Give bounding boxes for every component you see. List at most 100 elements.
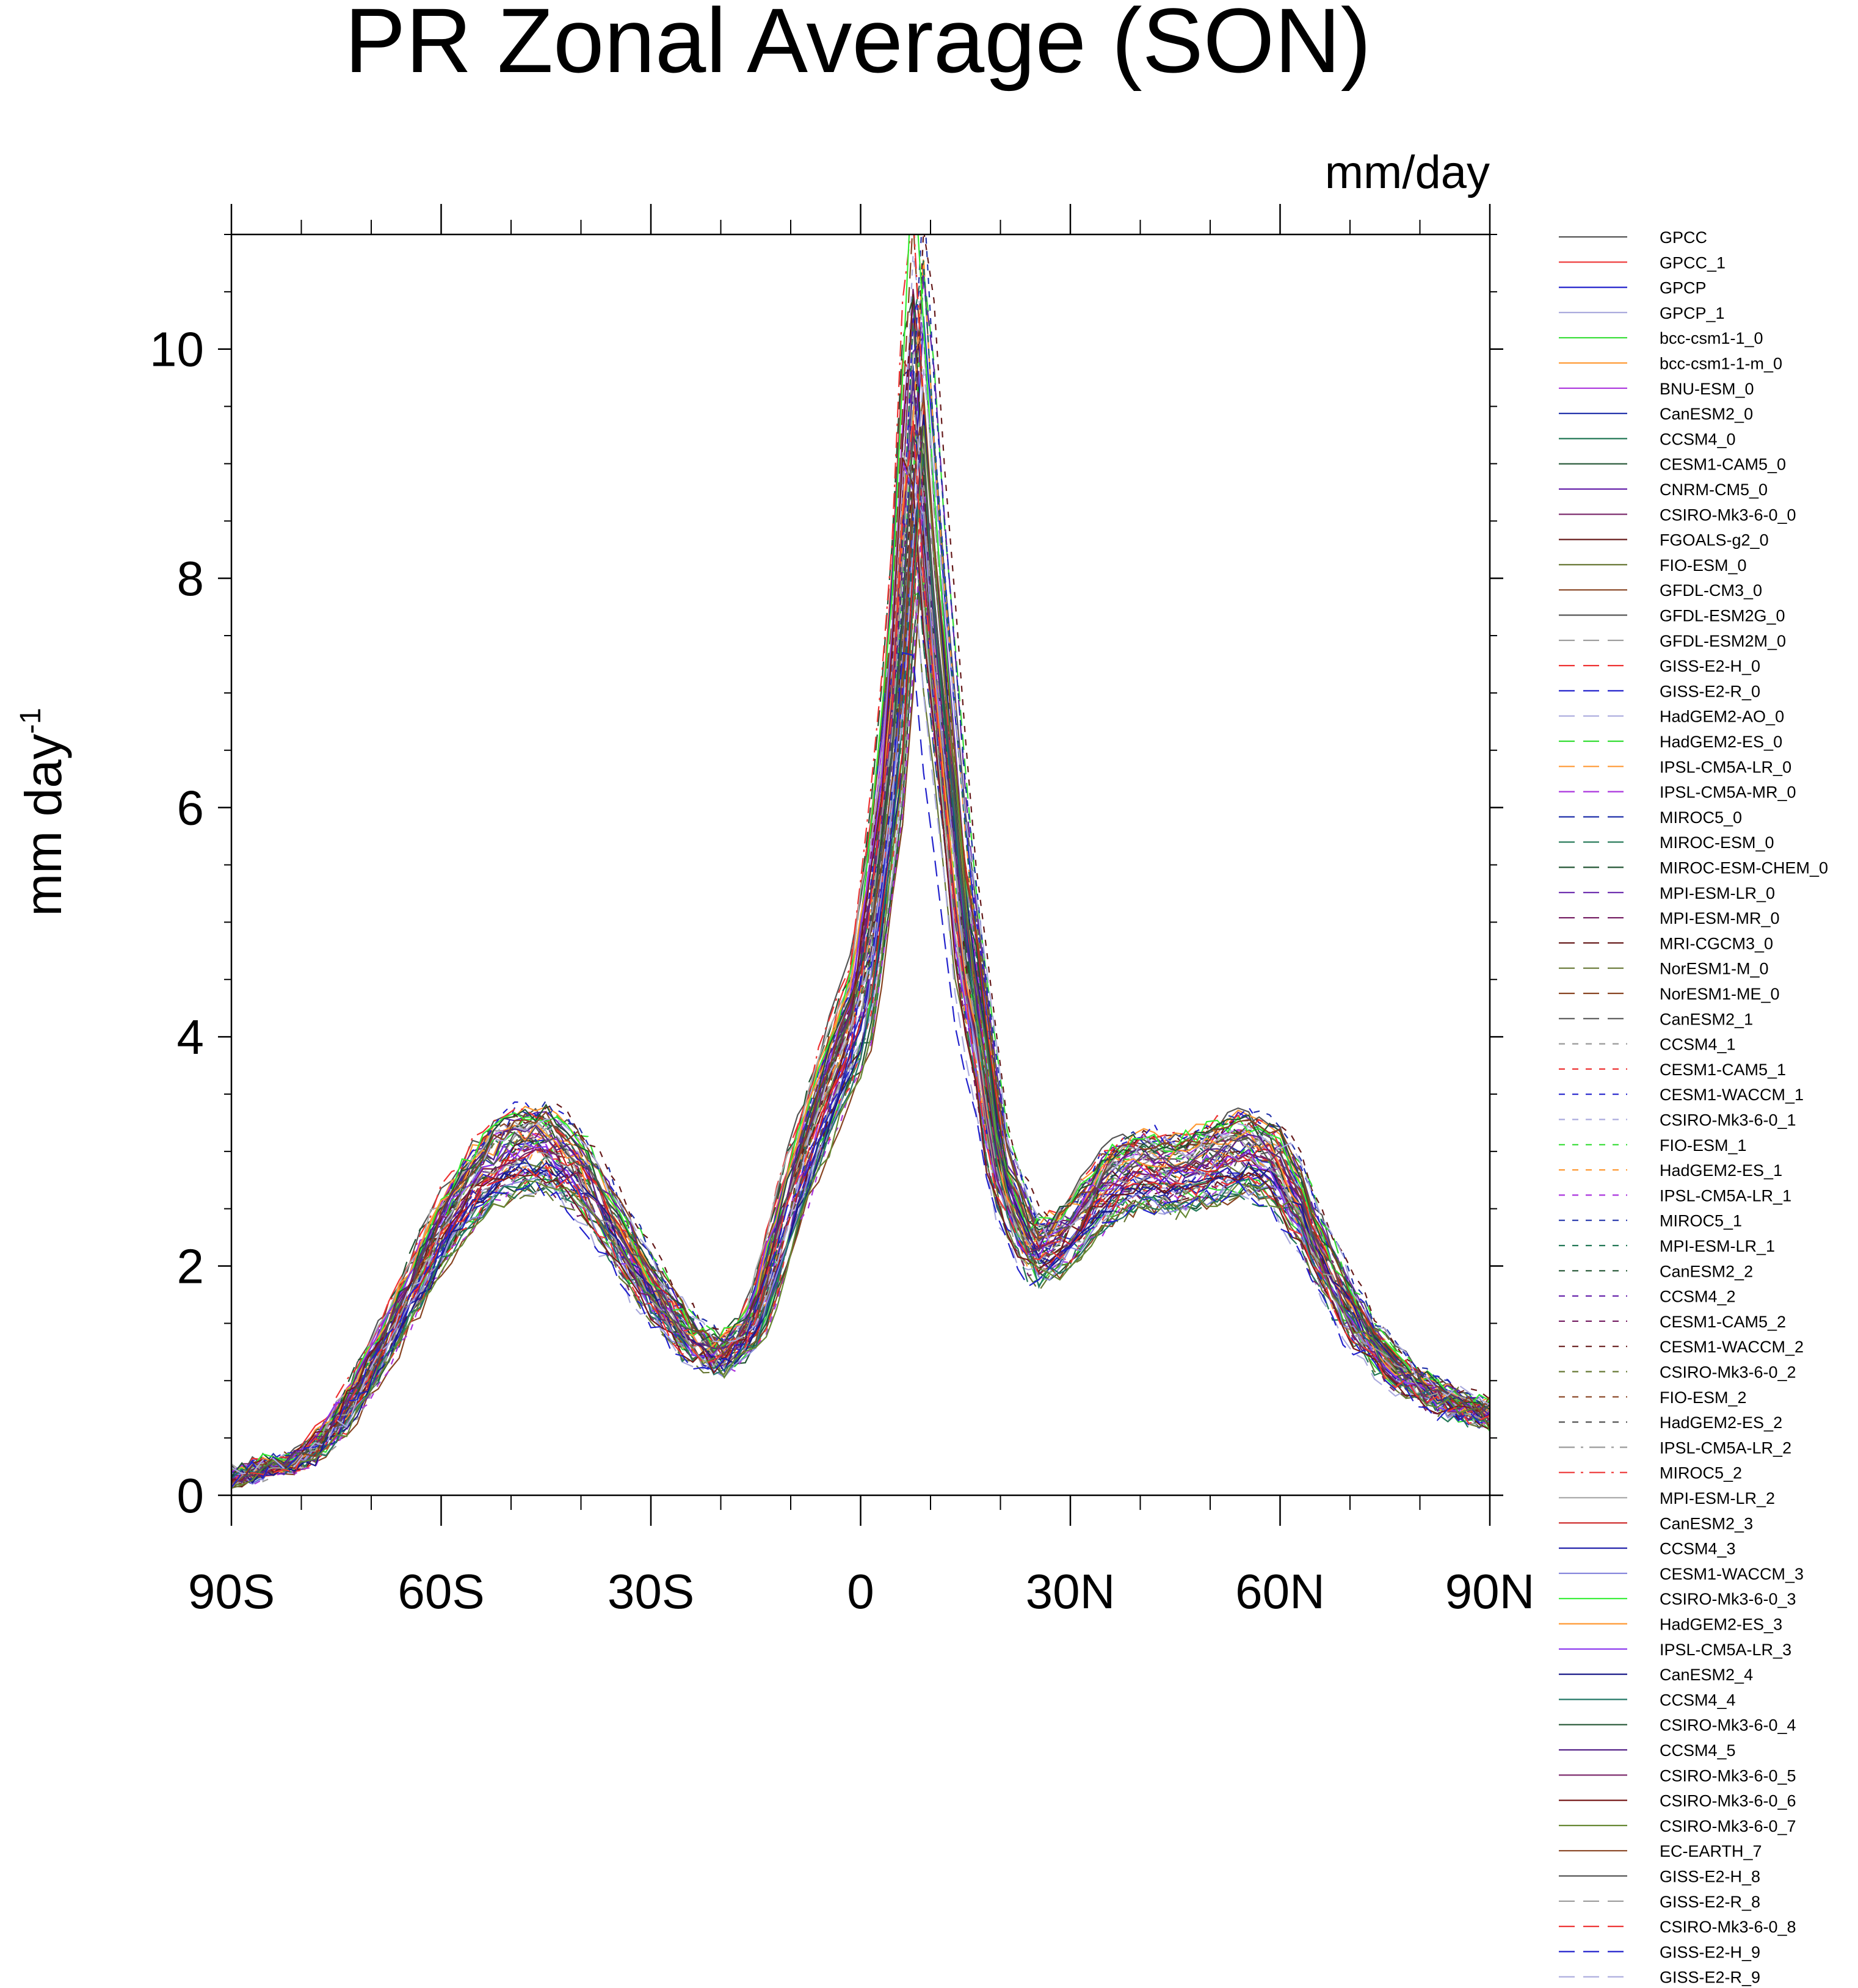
series-line [231, 526, 1490, 1486]
legend-entry: GISS-E2-H_8 [1660, 1868, 1760, 1886]
legend-entry: BNU-ESM_0 [1660, 380, 1754, 398]
series-line [231, 435, 1490, 1488]
legend-entry: MPI-ESM-LR_0 [1660, 884, 1775, 902]
legend-entry: CCSM4_0 [1660, 430, 1736, 448]
series-line [231, 521, 1490, 1489]
series-line [231, 540, 1490, 1482]
legend-entry: HadGEM2-ES_0 [1660, 733, 1782, 751]
legend-entry: MPI-ESM-LR_2 [1660, 1489, 1775, 1507]
x-tick-label: 30N [1026, 1564, 1116, 1619]
legend-entry: CSIRO-Mk3-6-0_4 [1660, 1716, 1796, 1735]
legend-entry: bcc-csm1-1_0 [1660, 329, 1763, 347]
legend-entry: CCSM4_4 [1660, 1691, 1736, 1709]
legend-entry: CSIRO-Mk3-6-0_0 [1660, 506, 1796, 524]
legend-entry: MPI-ESM-MR_0 [1660, 909, 1780, 927]
series-line [231, 651, 1490, 1489]
legend-entry: GISS-E2-R_9 [1660, 1968, 1760, 1987]
series-lines [231, 234, 1490, 1489]
series-line [231, 429, 1490, 1481]
series-line [231, 333, 1490, 1485]
y-axis-label: mm day-1 [15, 708, 72, 916]
legend-entry: NorESM1-M_0 [1660, 960, 1769, 978]
legend-entry: CanESM2_3 [1660, 1514, 1753, 1533]
legend-entry: CESM1-WACCM_3 [1660, 1565, 1804, 1583]
series-line [231, 392, 1490, 1484]
legend-entry: CSIRO-Mk3-6-0_6 [1660, 1792, 1796, 1810]
y-tick-label: 10 [150, 322, 204, 377]
legend-entry: CSIRO-Mk3-6-0_1 [1660, 1111, 1796, 1130]
x-tick-label: 0 [847, 1564, 874, 1619]
legend-entry: CSIRO-Mk3-6-0_2 [1660, 1363, 1796, 1382]
series-line [231, 318, 1490, 1476]
legend: GPCC GPCC_1 GPCP GPCP_1 bcc-csm1-1_0 bcc-csm1… [1559, 228, 1828, 1987]
series-line [231, 275, 1490, 1483]
legend-entry: GISS-E2-H_9 [1660, 1943, 1760, 1961]
series-line [231, 534, 1490, 1487]
legend-entry: CESM1-CAM5_2 [1660, 1313, 1786, 1331]
series-line [231, 455, 1490, 1477]
legend-entry: FIO-ESM_1 [1660, 1136, 1747, 1155]
chart-title: PR Zonal Average (SON) [344, 0, 1371, 92]
series-line [231, 270, 1490, 1477]
legend-entry: CNRM-CM5_0 [1660, 481, 1768, 499]
legend-entry: CSIRO-Mk3-6-0_3 [1660, 1590, 1796, 1608]
legend-entry: CanESM2_4 [1660, 1666, 1753, 1684]
legend-entry: MIROC5_0 [1660, 808, 1742, 827]
legend-entry: HadGEM2-ES_1 [1660, 1161, 1782, 1180]
legend-entry: IPSL-CM5A-LR_2 [1660, 1438, 1791, 1457]
legend-entry: FIO-ESM_2 [1660, 1388, 1747, 1407]
legend-entry: CSIRO-Mk3-6-0_7 [1660, 1817, 1796, 1835]
y-tick-label: 2 [177, 1239, 205, 1294]
series-line [231, 419, 1490, 1487]
series-line [231, 498, 1490, 1479]
legend-entry: CanESM2_1 [1660, 1010, 1753, 1028]
series-line [231, 531, 1490, 1488]
legend-entry: CSIRO-Mk3-6-0_8 [1660, 1918, 1796, 1936]
legend-entry: IPSL-CM5A-LR_3 [1660, 1641, 1791, 1659]
legend-entry: GPCP_1 [1660, 304, 1725, 322]
legend-entry: CCSM4_1 [1660, 1036, 1736, 1054]
legend-entry: GPCP [1660, 279, 1707, 297]
legend-entry: MIROC5_1 [1660, 1212, 1742, 1230]
x-tick-label: 90S [188, 1564, 275, 1619]
legend-entry: GPCC [1660, 228, 1707, 247]
legend-entry: GISS-E2-R_8 [1660, 1893, 1760, 1911]
series-line [231, 369, 1490, 1475]
legend-entry: MIROC5_2 [1660, 1464, 1742, 1482]
units-label: mm/day [1325, 147, 1490, 198]
series-line [231, 452, 1490, 1473]
legend-entry: CESM1-WACCM_2 [1660, 1338, 1804, 1356]
axes: 0 2 4 6 8 10 90S 60S 30S 0 30N 60N 90N [150, 204, 1534, 1619]
series-line [231, 462, 1490, 1486]
legend-entry: HadGEM2-ES_2 [1660, 1413, 1782, 1432]
legend-entry: CESM1-CAM5_0 [1660, 455, 1786, 474]
x-tick-label: 60N [1235, 1564, 1325, 1619]
series-line [231, 457, 1490, 1481]
legend-entry: CanESM2_0 [1660, 405, 1753, 423]
legend-entry: CanESM2_2 [1660, 1262, 1753, 1280]
series-line [231, 260, 1490, 1480]
legend-entry: EC-EARTH_7 [1660, 1842, 1762, 1860]
series-line [231, 462, 1490, 1473]
y-tick-label: 8 [177, 551, 205, 606]
legend-entry: GPCC_1 [1660, 253, 1726, 272]
legend-entry: IPSL-CM5A-LR_0 [1660, 758, 1791, 776]
legend-entry: GISS-E2-H_0 [1660, 657, 1760, 675]
series-line [231, 426, 1490, 1482]
legend-entry: GFDL-ESM2M_0 [1660, 632, 1786, 650]
legend-entry: bcc-csm1-1-m_0 [1660, 355, 1782, 373]
legend-entry: CCSM4_3 [1660, 1540, 1736, 1558]
legend-entry: GISS-E2-R_0 [1660, 682, 1760, 700]
series-line [231, 587, 1490, 1484]
legend-entry: MPI-ESM-LR_1 [1660, 1237, 1775, 1255]
legend-entry: HadGEM2-AO_0 [1660, 708, 1784, 726]
x-tick-label: 60S [397, 1564, 484, 1619]
series-line [231, 377, 1490, 1483]
series-line [231, 418, 1490, 1478]
y-tick-label: 0 [177, 1468, 205, 1523]
legend-entry: HadGEM2-ES_3 [1660, 1616, 1782, 1634]
series-line [231, 437, 1490, 1480]
y-tick-label: 4 [177, 1010, 205, 1064]
svg-text:mm day-1: mm day-1 [15, 708, 72, 916]
